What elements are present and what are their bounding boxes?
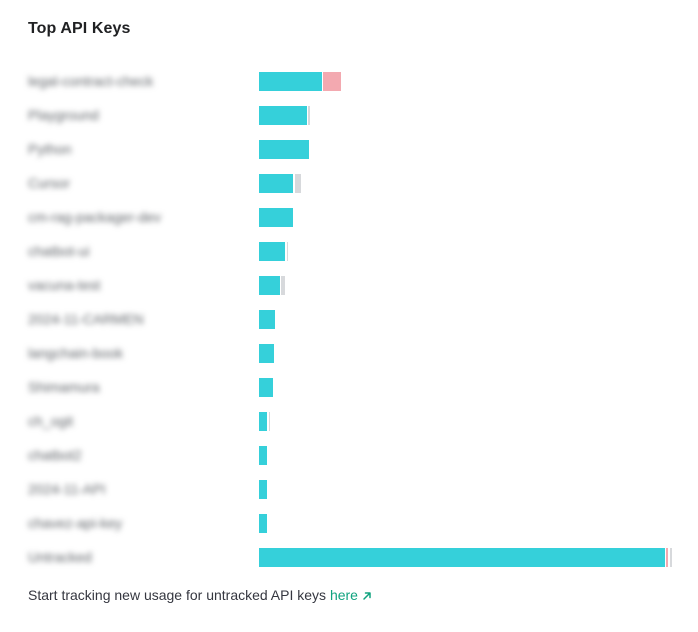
bar-segment[interactable] [259,140,309,159]
chart-row[interactable]: Cursor [0,166,698,200]
bar-segment[interactable] [259,242,286,261]
bar-track [259,480,673,499]
category-label: 2024-11-CARMEN [28,311,144,327]
category-label: chatbot2 [28,447,82,463]
bar-segment[interactable] [294,174,302,193]
bar-segment[interactable] [286,242,289,261]
category-label: chatbot-ui [28,243,90,259]
tracking-link[interactable]: here [330,587,372,603]
bar-track [259,378,673,397]
bar-segment[interactable] [259,412,268,431]
bar-track [259,446,673,465]
category-label: vacuna-test [28,277,101,293]
bar-track [259,412,673,431]
bar-segment[interactable] [259,344,274,363]
bar-segment[interactable] [323,72,341,91]
bar-track [259,72,673,91]
bar-segment[interactable] [259,310,276,329]
bar-segment[interactable] [259,276,280,295]
chart-row[interactable]: legal-contract-check [0,64,698,98]
bar-segment[interactable] [259,174,294,193]
bar-segment[interactable] [259,208,293,227]
category-label: 2024-11-API [28,481,106,497]
bar-segment[interactable] [281,276,285,295]
category-label: cm-rag-packager-dev [28,209,162,225]
footer-note: Start tracking new usage for untracked A… [28,587,372,603]
bar-segment[interactable] [259,446,267,465]
category-label: Untracked [28,549,92,565]
category-label: ch_ogit [28,413,74,429]
tracking-link-label: here [329,587,358,603]
bar-track [259,140,673,159]
chart-row[interactable]: ch_ogit [0,404,698,438]
bar-segment[interactable] [259,378,273,397]
category-label: Shimamura [28,379,100,395]
bar-segment[interactable] [308,106,310,125]
chart-row[interactable]: vacuna-test [0,268,698,302]
chart-row[interactable]: Python [0,132,698,166]
bar-track [259,174,673,193]
bar-track [259,242,673,261]
chart-row[interactable]: Shimamura [0,370,698,404]
category-label: legal-contract-check [28,73,154,89]
bar-segment[interactable] [259,514,267,533]
footer-text: Start tracking new usage for untracked A… [28,587,330,603]
bar-track [259,310,673,329]
bar-segment[interactable] [259,72,322,91]
bar-track [259,106,673,125]
chart-row[interactable]: chavez-api-key [0,506,698,540]
bar-segment[interactable] [669,548,673,567]
chart-row[interactable]: 2024-11-CARMEN [0,302,698,336]
chart-row[interactable]: cm-rag-packager-dev [0,200,698,234]
category-label: Cursor [28,175,71,191]
chart-row[interactable]: langchain-book [0,336,698,370]
bar-segment[interactable] [666,548,669,567]
chart-row[interactable]: Untracked [0,540,698,574]
category-label: chavez-api-key [28,515,123,531]
chart-row[interactable]: Playground [0,98,698,132]
bar-track [259,276,673,295]
bar-segment[interactable] [259,106,307,125]
bar-track [259,548,673,567]
chart-row[interactable]: 2024-11-API [0,472,698,506]
chart-row[interactable]: chatbot-ui [0,234,698,268]
category-label: Python [28,141,72,157]
api-keys-bar-chart: legal-contract-check Playground Python Curs… [0,64,698,584]
bar-track [259,208,673,227]
bar-segment[interactable] [259,480,267,499]
bar-segment[interactable] [259,548,665,567]
bar-segment[interactable] [268,412,271,431]
bar-track [259,344,673,363]
panel-title: Top API Keys [28,20,131,37]
category-label: langchain-book [28,345,123,361]
chart-row[interactable]: chatbot2 [0,438,698,472]
arrow-up-right-icon [363,592,371,600]
category-label: Playground [28,107,99,123]
bar-track [259,514,673,533]
